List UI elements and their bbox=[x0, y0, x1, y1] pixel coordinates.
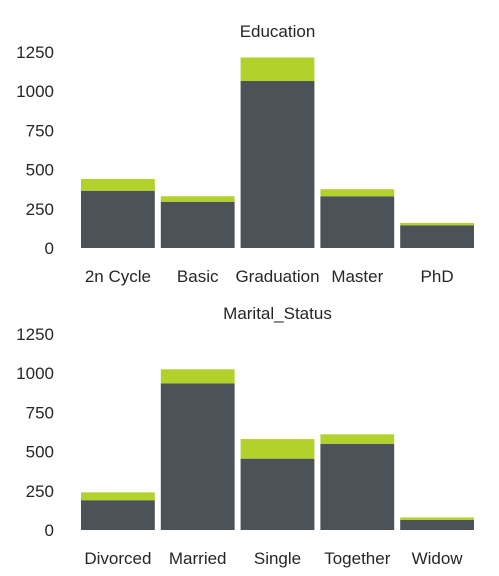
y-tick-label: 250 bbox=[26, 200, 54, 219]
bar-married-series-0 bbox=[160, 383, 235, 530]
x-tick-label: Basic bbox=[177, 267, 219, 286]
x-tick-label: Together bbox=[324, 549, 390, 568]
y-tick-label: 250 bbox=[26, 482, 54, 501]
bar-widow-series-1 bbox=[400, 517, 474, 520]
x-tick-label: PhD bbox=[421, 267, 454, 286]
y-tick-label: 500 bbox=[26, 161, 54, 180]
bar-master-series-0 bbox=[320, 196, 395, 248]
bar-master-series-1 bbox=[320, 189, 395, 197]
bar-phd-series-1 bbox=[400, 222, 474, 226]
y-tick-label: 500 bbox=[26, 443, 54, 462]
bar-2n-cycle-series-1 bbox=[81, 179, 155, 191]
bar-graduation-series-1 bbox=[240, 57, 315, 82]
y-tick-label: 0 bbox=[45, 239, 54, 258]
bar-2n-cycle-series-0 bbox=[81, 190, 155, 248]
bar-single-series-1 bbox=[240, 439, 315, 459]
bar-phd-series-0 bbox=[400, 225, 474, 248]
x-tick-label: Married bbox=[169, 549, 227, 568]
bar-together-series-1 bbox=[320, 434, 395, 444]
bar-single-series-0 bbox=[240, 458, 315, 530]
x-tick-label: Divorced bbox=[84, 549, 151, 568]
bar-divorced-series-0 bbox=[81, 500, 155, 530]
x-tick-label: Master bbox=[331, 267, 383, 286]
bar-married-series-1 bbox=[160, 369, 235, 384]
y-tick-label: 1000 bbox=[16, 82, 54, 101]
y-tick-label: 750 bbox=[26, 403, 54, 422]
y-tick-label: 0 bbox=[45, 521, 54, 540]
chart-panel-0: Education 0 250 500 750 1000 1250 2n Cycle Basic… bbox=[16, 22, 474, 286]
bar-basic-series-1 bbox=[160, 196, 235, 202]
x-tick-label: Widow bbox=[412, 549, 464, 568]
y-tick-label: 1250 bbox=[16, 43, 54, 62]
y-tick-label: 1000 bbox=[16, 364, 54, 383]
x-tick-label: Single bbox=[254, 549, 301, 568]
chart-title: Marital_Status bbox=[223, 304, 332, 323]
x-tick-label: 2n Cycle bbox=[85, 267, 151, 286]
y-tick-label: 1250 bbox=[16, 325, 54, 344]
y-tick-label: 750 bbox=[26, 121, 54, 140]
x-tick-label: Graduation bbox=[235, 267, 319, 286]
bar-graduation-series-0 bbox=[240, 81, 315, 249]
bar-divorced-series-1 bbox=[81, 492, 155, 501]
chart-title: Education bbox=[240, 22, 316, 41]
bar-basic-series-0 bbox=[160, 201, 235, 248]
chart-panel-1: Marital_Status 0 250 500 750 1000 1250 Divorced… bbox=[16, 304, 474, 568]
bar-widow-series-0 bbox=[400, 519, 474, 530]
bar-together-series-0 bbox=[320, 443, 395, 530]
